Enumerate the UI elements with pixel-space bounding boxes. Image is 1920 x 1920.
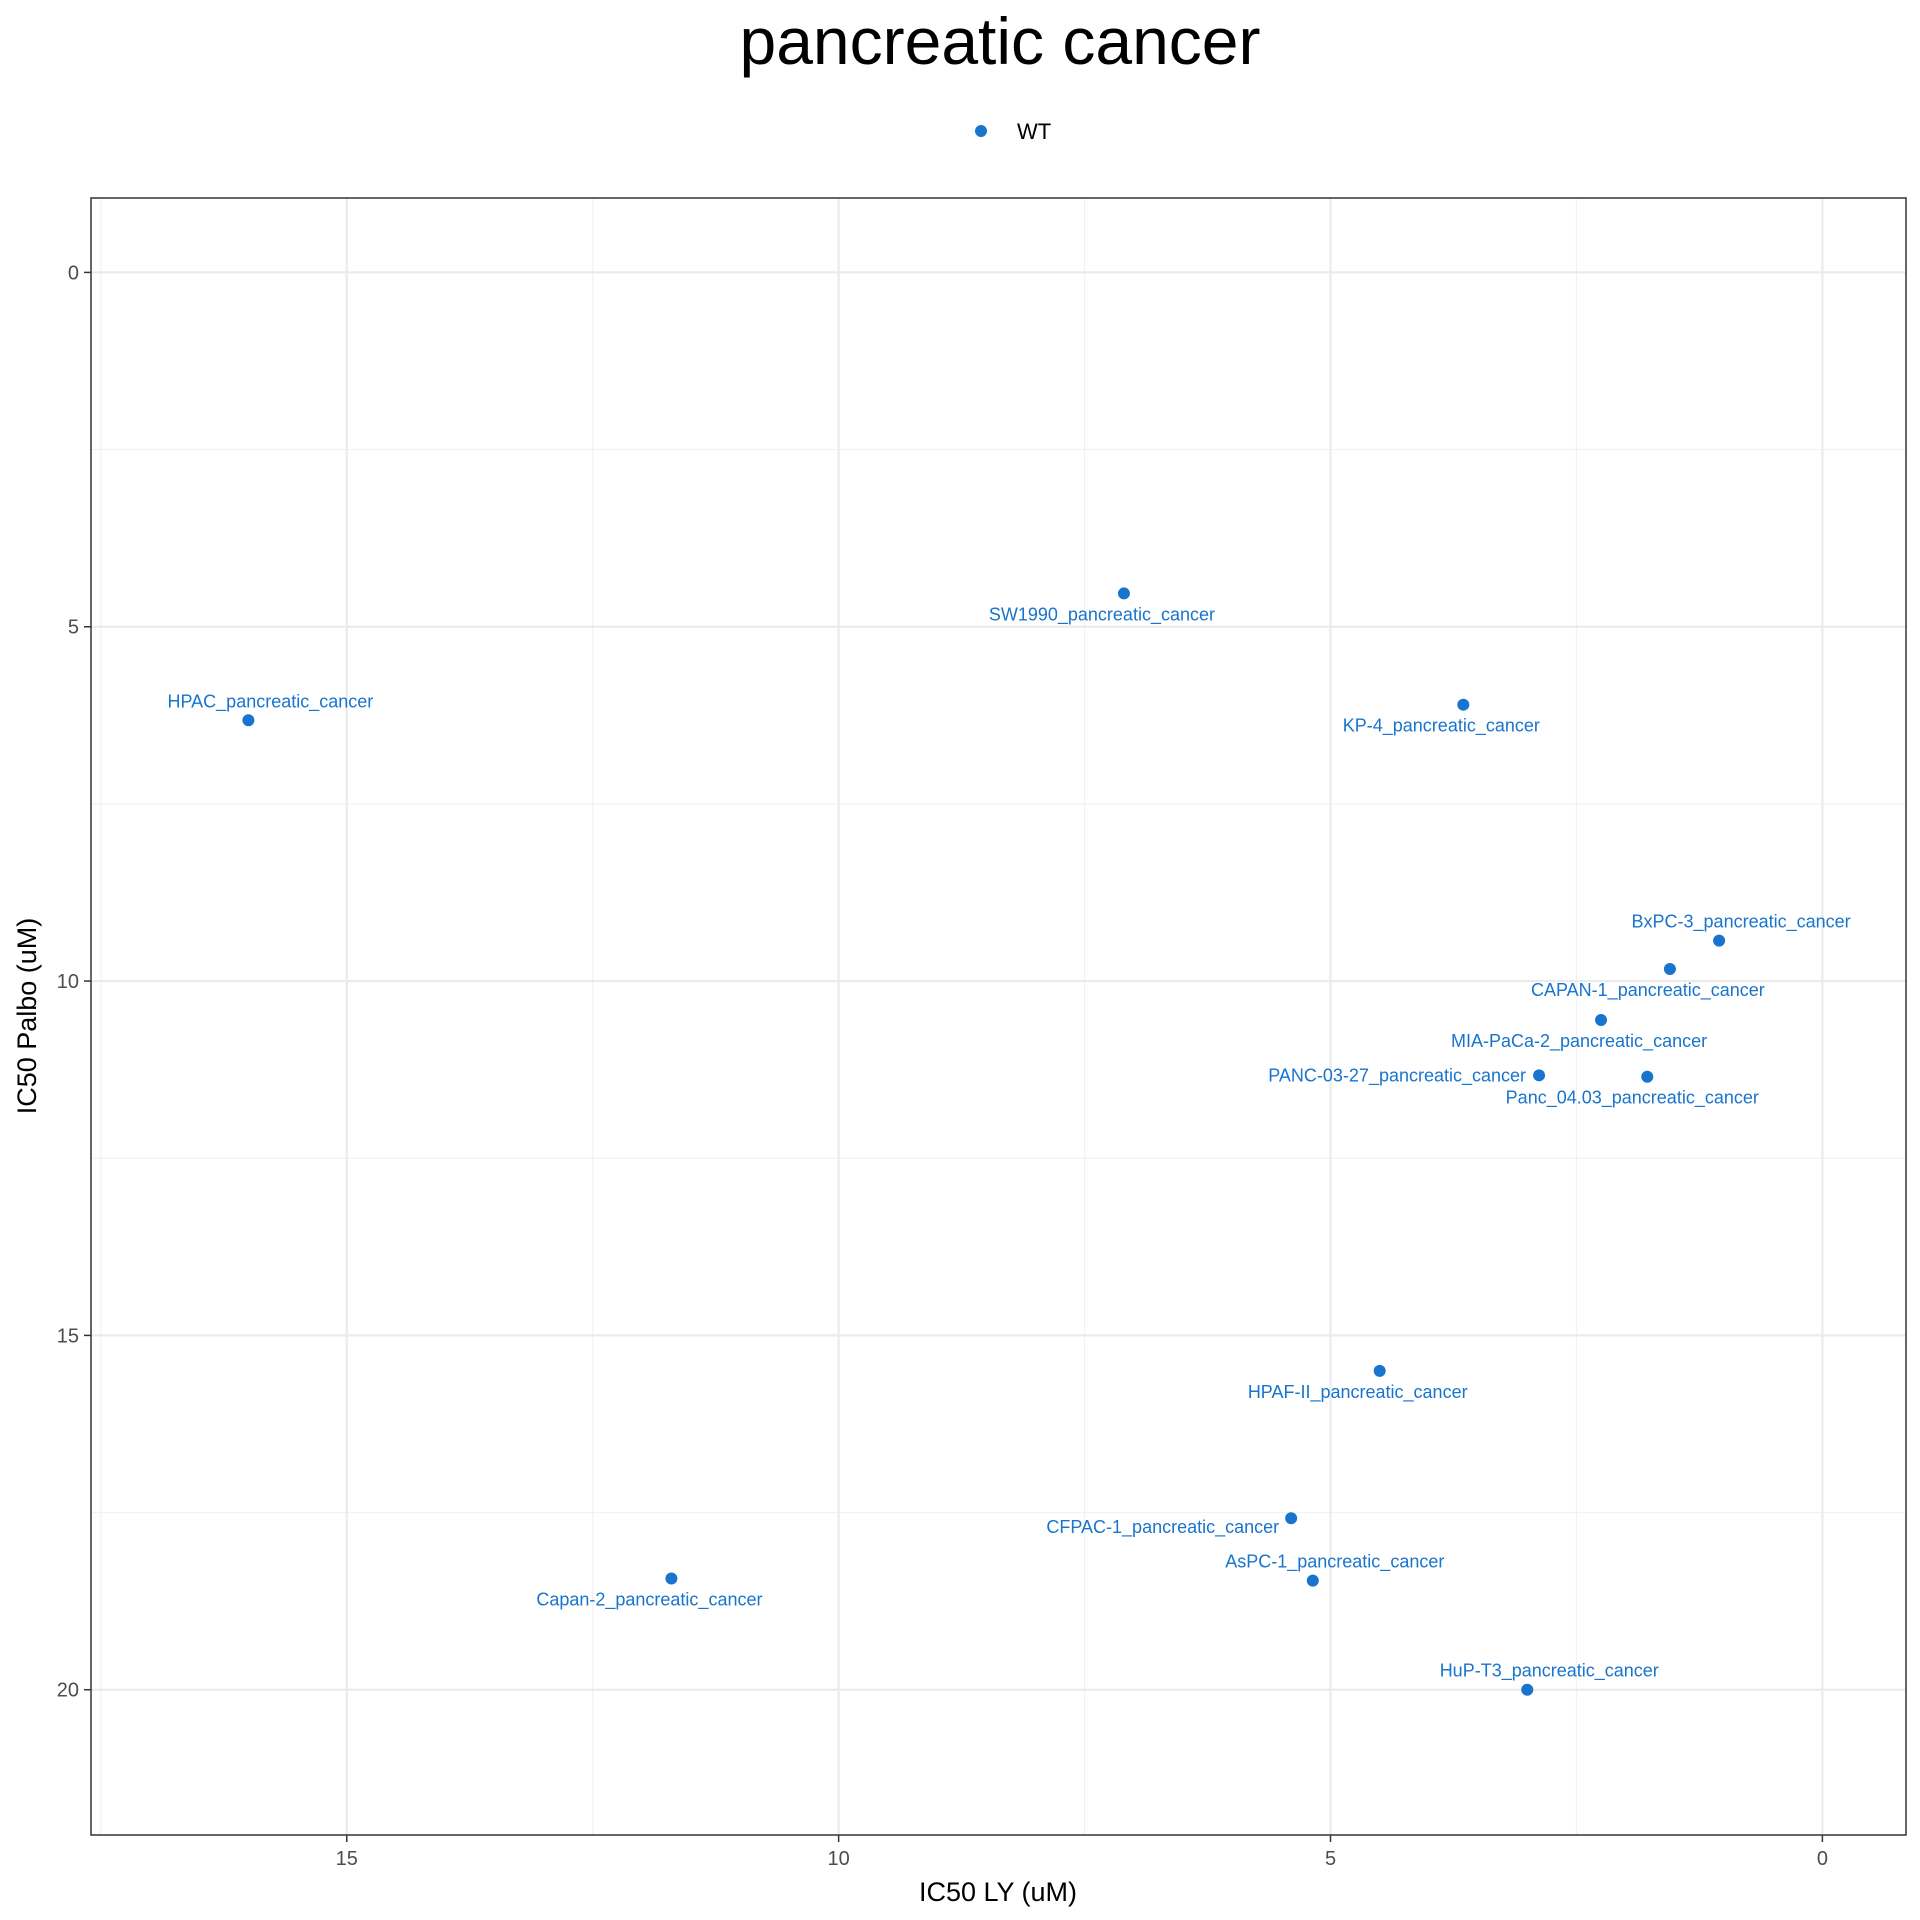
data-point: [1373, 1364, 1386, 1377]
y-tick-label: 15: [57, 1325, 79, 1347]
x-tick-label: 15: [336, 1848, 358, 1870]
data-point-label: MIA-PaCa-2_pancreatic_cancer: [1451, 1031, 1707, 1052]
legend-key-dot: [975, 125, 987, 137]
data-point: [1306, 1574, 1319, 1587]
x-axis-title: IC50 LY (uM): [919, 1877, 1077, 1907]
plot-panel-border: [90, 197, 1907, 1836]
data-point-label: HPAC_pancreatic_cancer: [168, 691, 374, 712]
data-point-label: Panc_04.03_pancreatic_cancer: [1506, 1088, 1759, 1109]
data-point: [1521, 1683, 1534, 1696]
x-tick-label: 5: [1325, 1848, 1336, 1870]
y-axis-title: IC50 Palbo (uM): [12, 918, 42, 1115]
data-point-label: HuP-T3_pancreatic_cancer: [1440, 1661, 1659, 1682]
data-point: [665, 1572, 678, 1585]
data-point-label: CAPAN-1_pancreatic_cancer: [1531, 980, 1765, 1001]
data-point-label: SW1990_pancreatic_cancer: [989, 604, 1215, 625]
data-point: [242, 714, 255, 727]
data-point: [1533, 1069, 1546, 1082]
y-tick-label: 10: [57, 971, 79, 993]
data-point-label: HPAF-II_pancreatic_cancer: [1248, 1382, 1468, 1403]
data-point-label: Capan-2_pancreatic_cancer: [536, 1589, 762, 1610]
data-point-label: BxPC-3_pancreatic_cancer: [1632, 912, 1851, 933]
data-points: [242, 587, 1726, 1696]
data-point: [1117, 587, 1130, 600]
y-tick-label: 0: [68, 262, 79, 284]
data-labels: SW1990_pancreatic_cancer HPAC_pancreatic_…: [168, 604, 1851, 1681]
legend: WT: [975, 119, 1051, 144]
y-tick-label: 20: [57, 1680, 79, 1702]
data-point: [1285, 1512, 1298, 1525]
data-point: [1663, 963, 1676, 976]
y-tick-label: 5: [68, 617, 79, 639]
axis-ticks: 15 10 5 0 0 5 10 15 20: [57, 262, 1828, 1870]
data-point: [1713, 934, 1726, 947]
data-point-label: CFPAC-1_pancreatic_cancer: [1046, 1517, 1279, 1538]
legend-label-wt: WT: [1017, 119, 1051, 144]
data-point-label: PANC-03-27_pancreatic_cancer: [1268, 1065, 1526, 1086]
x-tick-label: 10: [828, 1848, 850, 1870]
data-point: [1457, 698, 1470, 711]
data-point-label: KP-4_pancreatic_cancer: [1343, 716, 1540, 737]
data-point-label: AsPC-1_pancreatic_cancer: [1225, 1552, 1444, 1573]
grid-lines: [91, 198, 1906, 1835]
x-tick-label: 0: [1817, 1848, 1828, 1870]
data-point: [1641, 1070, 1654, 1083]
data-point: [1595, 1014, 1608, 1027]
chart-title: pancreatic cancer: [740, 4, 1261, 78]
